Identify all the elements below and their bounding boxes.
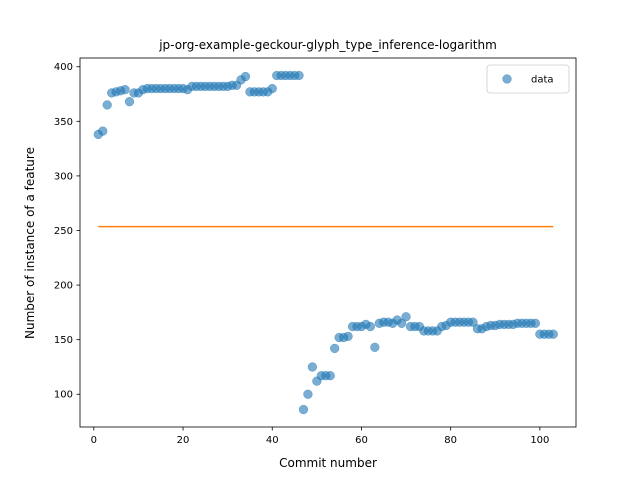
y-tick-label: 250: [54, 226, 73, 237]
data-point: [102, 100, 112, 110]
plot-frame: [79, 57, 577, 428]
y-tick-label: 300: [54, 171, 73, 182]
x-tick-label: 20: [177, 435, 190, 446]
y-tick-label: 350: [54, 117, 73, 128]
data-point: [307, 362, 318, 372]
data-point: [396, 318, 407, 328]
x-tick-label: 100: [530, 435, 549, 446]
x-tick-label: 40: [266, 435, 279, 446]
data-point: [267, 83, 277, 94]
y-tick-label: 100: [54, 390, 73, 401]
x-axis-label: Commit number: [279, 456, 377, 470]
data-point: [98, 126, 108, 136]
data-point: [294, 70, 304, 81]
data-point: [343, 331, 353, 342]
axes: 0 20 40 60 80 100 100 150 200 250 300 350 400: [54, 57, 577, 446]
y-tick-label: 400: [54, 62, 73, 73]
data-point: [401, 312, 411, 322]
legend: data: [486, 64, 570, 94]
y-axis-label: Number of instance of a feature: [23, 147, 37, 339]
plot-content: [93, 70, 558, 415]
data-point: [468, 317, 478, 327]
legend-label: data: [531, 75, 554, 86]
chart-title: jp-org-example-geckour-glyph_type_infere…: [158, 38, 497, 52]
data-point: [120, 85, 130, 95]
x-tick-label: 80: [444, 435, 457, 446]
data-point: [530, 318, 541, 328]
x-tick-label: 60: [355, 435, 368, 446]
data-point: [325, 371, 335, 381]
data-point: [240, 71, 251, 82]
data-point: [298, 404, 309, 415]
data-point: [330, 343, 340, 354]
data-point: [365, 321, 376, 332]
data-point: [370, 342, 380, 352]
legend-marker: [502, 74, 512, 84]
data-point: [548, 329, 558, 339]
legend-box: [486, 64, 570, 94]
data-point: [303, 389, 313, 399]
y-tick-label: 200: [54, 281, 73, 292]
data-point: [124, 97, 135, 107]
y-tick-label: 150: [54, 335, 73, 346]
x-tick-label: 0: [91, 435, 97, 446]
